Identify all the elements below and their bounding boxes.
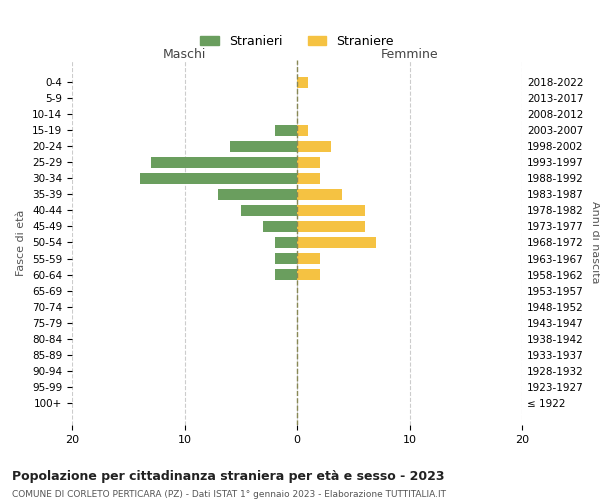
Text: Maschi: Maschi (163, 48, 206, 62)
Text: Popolazione per cittadinanza straniera per età e sesso - 2023: Popolazione per cittadinanza straniera p… (12, 470, 445, 483)
Bar (151, 156, 297, 168)
Bar (139, 173, 297, 184)
Bar (275, 237, 297, 248)
Bar (297, 253, 320, 264)
Bar (275, 124, 297, 136)
Bar (297, 189, 342, 200)
Bar (241, 205, 297, 216)
Bar (297, 221, 365, 232)
Legend: Stranieri, Straniere: Stranieri, Straniere (195, 30, 399, 52)
Text: COMUNE DI CORLETO PERTICARA (PZ) - Dati ISTAT 1° gennaio 2023 - Elaborazione TUT: COMUNE DI CORLETO PERTICARA (PZ) - Dati … (12, 490, 446, 499)
Bar (275, 253, 297, 264)
Bar (297, 173, 320, 184)
Bar (297, 269, 320, 280)
Bar (297, 237, 376, 248)
Bar (263, 221, 297, 232)
Bar (297, 205, 365, 216)
Y-axis label: Fasce di età: Fasce di età (16, 210, 26, 276)
Bar (297, 76, 308, 88)
Bar (297, 156, 320, 168)
Bar (229, 140, 297, 152)
Bar (275, 269, 297, 280)
Y-axis label: Anni di nascita: Anni di nascita (590, 201, 600, 284)
Bar (218, 189, 297, 200)
Bar (297, 140, 331, 152)
Bar (297, 124, 308, 136)
Text: Femmine: Femmine (380, 48, 439, 62)
